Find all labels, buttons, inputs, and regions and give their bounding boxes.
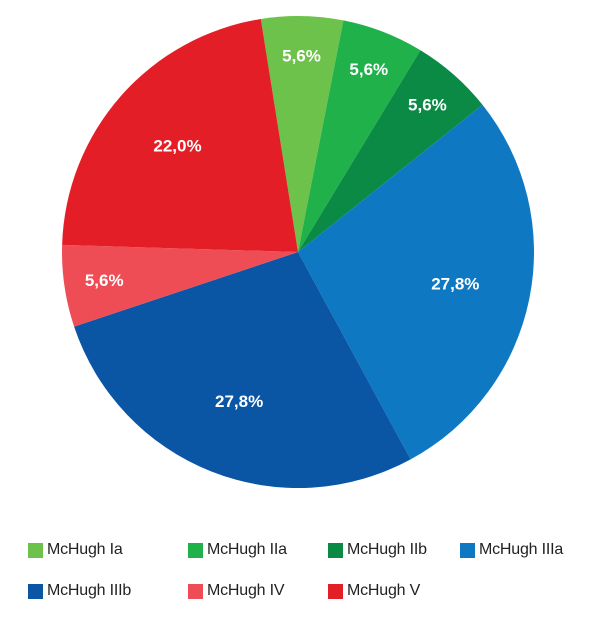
- legend-item-mchugh-iib: McHugh IIb: [328, 540, 427, 560]
- legend-swatch: [460, 542, 475, 558]
- legend-item-mchugh-v: McHugh V: [328, 581, 420, 601]
- legend-swatch: [328, 542, 343, 558]
- legend-label: McHugh IIIb: [47, 582, 132, 599]
- pie-slice-mchugh-ia: [260, 16, 344, 253]
- pie-slice-mchugh-iv: [62, 244, 298, 327]
- legend-swatch: [188, 583, 203, 599]
- legend-item-mchugh-iia: McHugh IIa: [188, 540, 287, 560]
- legend-swatch: [188, 542, 203, 558]
- legend-label: McHugh IIb: [347, 541, 427, 558]
- slice-label-mchugh-iv: 5,6%: [85, 271, 124, 290]
- slice-label-mchugh-iib: 5,6%: [408, 95, 447, 114]
- legend-item-mchugh-ia: McHugh Ia: [28, 540, 123, 560]
- pie-slice-mchugh-iiia: [298, 104, 535, 460]
- pie-slices: [62, 16, 535, 488]
- legend-swatch: [28, 583, 43, 599]
- legend-label: McHugh Ia: [47, 541, 123, 558]
- pie-labels: 5,6% 5,6% 5,6% 27,8% 27,8% 5,6% 22,0%: [85, 47, 480, 411]
- legend-label: McHugh IV: [207, 582, 285, 599]
- legend-item-mchugh-iiia: McHugh IIIa: [460, 540, 563, 560]
- pie-slice-mchugh-iiib: [74, 252, 411, 488]
- legend-label: McHugh IIa: [207, 541, 287, 558]
- legend-label: McHugh IIIa: [479, 541, 564, 558]
- slice-label-mchugh-v: 22,0%: [153, 137, 201, 156]
- legend-item-mchugh-iiib: McHugh IIIb: [28, 581, 131, 601]
- chart-legend: McHugh Ia McHugh IIa McHugh IIb McHugh IIIa…: [28, 540, 588, 610]
- pie-slice-mchugh-iib: [298, 50, 483, 252]
- pie-slice-mchugh-v: [62, 18, 298, 253]
- legend-item-mchugh-iv: McHugh IV: [188, 581, 285, 601]
- pie-slice-mchugh-iia: [298, 20, 421, 252]
- slice-label-mchugh-iiia: 27,8%: [431, 274, 479, 293]
- legend-swatch: [28, 542, 43, 558]
- legend-swatch: [328, 583, 343, 599]
- legend-label: McHugh V: [347, 582, 421, 599]
- pie-chart: 5,6% 5,6% 5,6% 27,8% 27,8% 5,6% 22,0%: [62, 16, 535, 488]
- slice-label-mchugh-iiib: 27,8%: [215, 392, 263, 411]
- slice-label-mchugh-ia: 5,6%: [282, 47, 321, 66]
- slice-label-mchugh-iia: 5,6%: [349, 60, 388, 79]
